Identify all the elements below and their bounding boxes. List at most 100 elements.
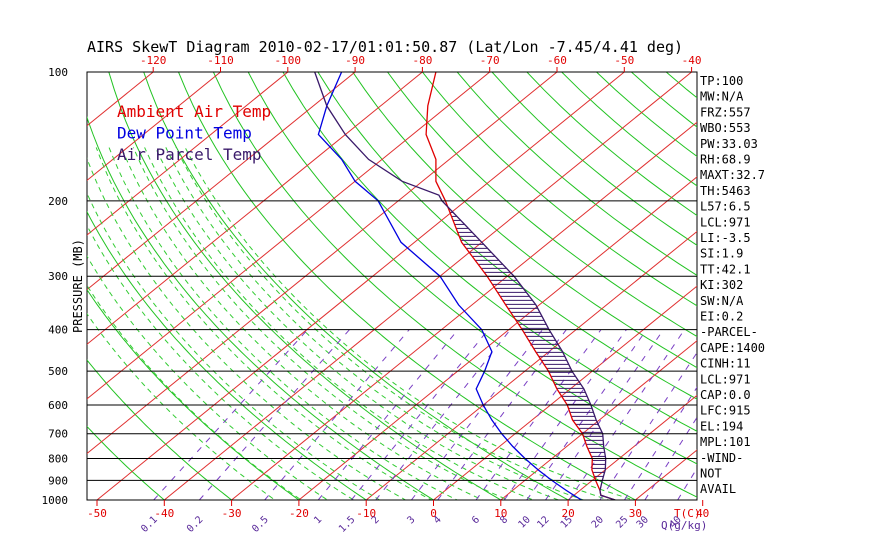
- mixing-ratio-label: 1: [312, 514, 324, 526]
- legend-ambient-air-temp: Ambient Air Temp: [117, 102, 271, 121]
- mixing-ratio-line: [375, 329, 511, 500]
- isotherm-line: [87, 72, 222, 182]
- moist-adiabat-line: [87, 192, 381, 500]
- dry-adiabat-line: [806, 72, 870, 509]
- mixing-ratio-line: [568, 329, 685, 500]
- mixing-ratio-label: 0.5: [250, 514, 271, 535]
- mixing-ratio-label: 1.5: [337, 514, 358, 535]
- pressure-tick-label: 900: [48, 474, 68, 487]
- legend-dew-point-temp: Dew Point Temp: [117, 124, 252, 143]
- dry-adiabat-line: [840, 72, 870, 509]
- mixing-ratio-label: 0.2: [185, 514, 206, 535]
- top-temp-tick-label: -110: [207, 54, 234, 67]
- mixing-ratio-label: 2: [370, 514, 382, 526]
- mixing-ratio-line: [410, 329, 543, 500]
- stat-item: AVAIL: [700, 482, 736, 496]
- dry-adiabat-line: [771, 72, 870, 509]
- pressure-tick-label: 1000: [42, 494, 69, 507]
- stat-item: LI:-3.5: [700, 231, 751, 245]
- y-axis-label: PRESSURE (MB): [71, 239, 85, 333]
- isotherm-line: [163, 72, 693, 500]
- stat-item: SI:1.9: [700, 247, 743, 261]
- dry-adiabat-line: [87, 359, 233, 500]
- stat-item: TH:5463: [700, 184, 751, 198]
- mixing-ratio-line: [526, 329, 647, 500]
- mixing-ratio-line: [599, 351, 697, 500]
- moist-adiabat-line: [132, 147, 510, 500]
- stat-item: KI:302: [700, 278, 743, 292]
- stat-item: MAXT:32.7: [700, 168, 765, 182]
- isotherm-line: [87, 72, 424, 345]
- mixing-ratio-line: [437, 329, 567, 500]
- mixing-ratio-label: 8: [498, 514, 510, 526]
- mixing-ratio-line: [545, 329, 664, 500]
- top-temp-tick-label: -60: [547, 54, 567, 67]
- stat-item: PW:33.03: [700, 137, 758, 151]
- top-temp-tick-label: -120: [140, 54, 167, 67]
- bottom-temp-tick-label: 20: [561, 507, 574, 520]
- pressure-tick-label: 800: [48, 453, 68, 466]
- mixing-ratio-line: [153, 329, 308, 500]
- stat-item: LCL:971: [700, 215, 751, 229]
- isotherm-line: [87, 72, 356, 291]
- pressure-tick-label: 500: [48, 365, 68, 378]
- isotherm-line: [759, 62, 870, 509]
- stat-item: RH:68.9: [700, 153, 751, 167]
- mixing-ratio-label: 12: [535, 514, 551, 530]
- mixing-ratio-label: 10: [517, 514, 533, 530]
- stat-item: EI:0.2: [700, 310, 743, 324]
- top-temp-tick-label: -80: [412, 54, 432, 67]
- mixing-ratio-line: [199, 329, 350, 500]
- pressure-tick-label: 300: [48, 270, 68, 283]
- dry-adiabat-line: [352, 72, 697, 369]
- bottom-temp-tick-label: 10: [494, 507, 507, 520]
- x-axis-unit-label: T(C): [674, 507, 701, 520]
- dry-adiabat-line: [108, 72, 502, 500]
- pressure-tick-label: 200: [48, 195, 68, 208]
- dry-adiabat-line: [87, 288, 300, 500]
- top-temp-tick-label: -90: [345, 54, 365, 67]
- moist-adiabat-line: [87, 284, 303, 500]
- top-temp-tick-label: -70: [480, 54, 500, 67]
- dry-adiabat-line: [212, 72, 697, 498]
- isotherm-line: [365, 230, 697, 500]
- isotherm-line: [432, 285, 697, 500]
- chart-title: AIRS SkewT Diagram 2010-02-17/01:01:50.8…: [87, 38, 683, 56]
- stat-item: L57:6.5: [700, 200, 751, 214]
- isotherm-line: [87, 72, 558, 455]
- pressure-tick-label: 400: [48, 324, 68, 337]
- top-temp-tick-label: -50: [614, 54, 634, 67]
- dry-adiabat-line: [456, 72, 697, 276]
- isotherm-line: [87, 72, 289, 236]
- isotherm-line: [96, 72, 626, 500]
- dry-adiabat-line: [87, 425, 166, 500]
- top-temp-tick-label: -100: [275, 54, 302, 67]
- pressure-tick-label: 700: [48, 428, 68, 441]
- mixing-ratio-line: [264, 329, 410, 500]
- bottom-temp-tick-label: 0: [430, 507, 437, 520]
- mixing-ratio-label: 20: [590, 514, 606, 530]
- dry-adiabat-line: [387, 72, 697, 338]
- bottom-temp-tick-label: -30: [222, 507, 242, 520]
- dry-adiabat-line: [247, 72, 697, 465]
- bottom-temp-tick-label: -10: [356, 507, 376, 520]
- stat-item: CAP:0.0: [700, 388, 751, 402]
- air-parcel-temp-line: [314, 72, 616, 500]
- stat-item: TT:42.1: [700, 262, 751, 276]
- stat-item: LFC:915: [700, 404, 751, 418]
- mixing-ratio-line: [317, 329, 459, 500]
- dew-point-temp-line: [317, 72, 582, 500]
- mixing-ratio-unit-label: Q(g/kg): [661, 519, 707, 532]
- isotherm-line: [298, 176, 697, 500]
- dry-adiabat-line: [422, 72, 697, 307]
- mixing-ratio-line: [350, 329, 489, 500]
- bottom-temp-tick-label: -50: [87, 507, 107, 520]
- bottom-temp-tick-label: -20: [289, 507, 309, 520]
- mixing-ratio-line: [475, 329, 602, 500]
- stat-item: TP:100: [700, 74, 743, 88]
- bottom-temp-tick-label: -40: [154, 507, 174, 520]
- isotherm-line: [567, 394, 697, 500]
- stat-item: CINH:11: [700, 357, 751, 371]
- stat-item: MPL:101: [700, 435, 751, 449]
